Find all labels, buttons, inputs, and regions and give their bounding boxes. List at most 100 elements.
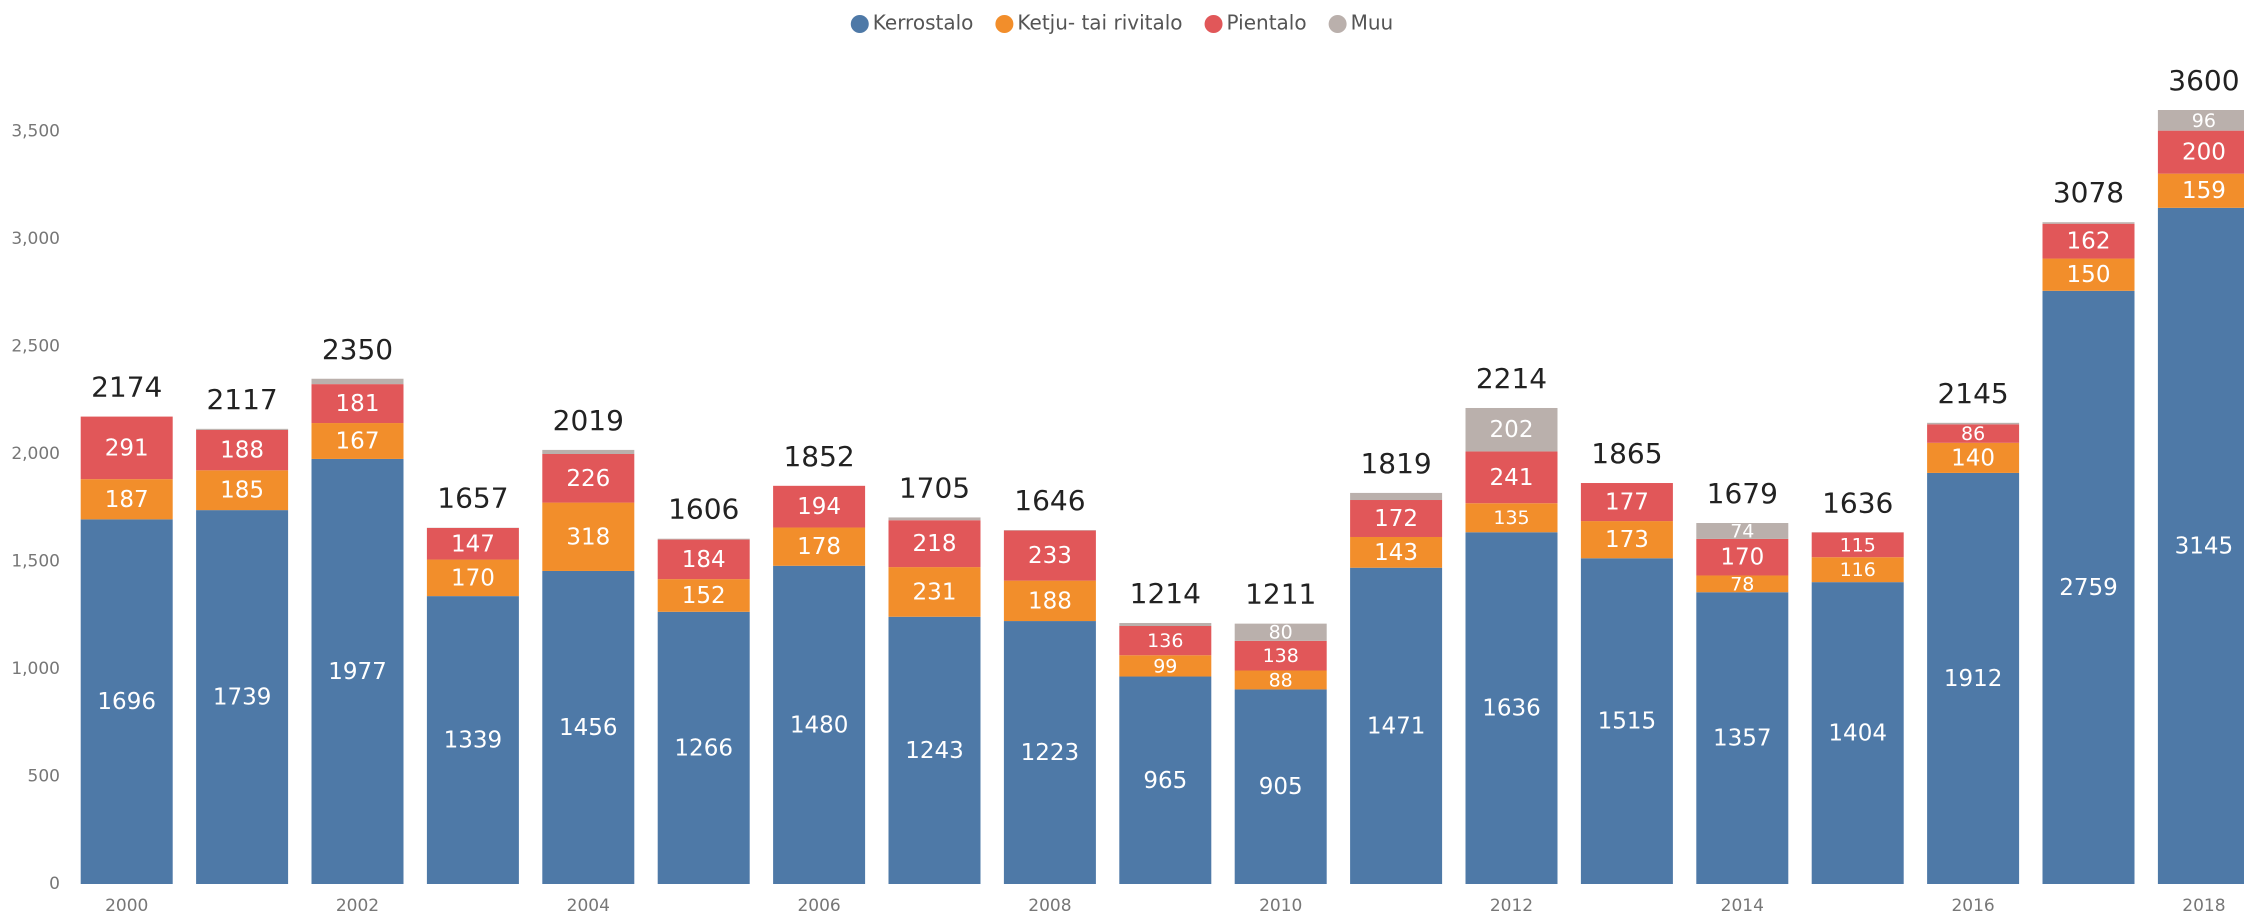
bar-segment [2042, 290, 2135, 884]
legend-marker [995, 15, 1014, 33]
bar-segment [1350, 500, 1443, 537]
total-label: 1705 [899, 471, 970, 504]
segment-label: 3145 [2175, 533, 2234, 559]
segment-label: 231 [913, 579, 957, 605]
x-tick-label: 2010 [1259, 896, 1302, 916]
segment-label: 187 [105, 487, 149, 513]
bar-segment [311, 384, 404, 424]
segment-label: 135 [1493, 507, 1529, 529]
total-label: 2350 [322, 333, 393, 366]
segment-label: 1266 [674, 735, 733, 761]
y-tick-label: 3,000 [11, 229, 60, 249]
segment-label: 147 [451, 531, 495, 557]
bar-segment [1580, 558, 1673, 884]
segment-label: 905 [1259, 774, 1303, 800]
y-tick-label: 3,500 [11, 122, 60, 142]
segment-label: 99 [1153, 655, 1177, 677]
bar-segment [1927, 472, 2020, 884]
total-label: 2214 [1476, 362, 1547, 395]
bar-segment [1003, 621, 1096, 884]
total-label: 1679 [1707, 477, 1778, 510]
segment-label: 200 [2182, 140, 2226, 166]
total-label: 1646 [1014, 484, 1085, 517]
segment-label: 1977 [328, 659, 387, 685]
segment-label: 188 [1028, 588, 1072, 614]
bar-segment [311, 458, 404, 884]
total-label: 3600 [2168, 64, 2239, 97]
bar-segment [888, 616, 981, 884]
legend-label: Ketju- tai rivitalo [1017, 11, 1182, 35]
bar-segment [773, 527, 866, 566]
segment-label: 167 [336, 428, 380, 454]
segment-label: 173 [1605, 527, 1649, 553]
x-tick-label: 2006 [797, 896, 840, 916]
segment-label: 226 [566, 466, 610, 492]
y-tick-label: 2,000 [11, 444, 60, 464]
bar-segment [542, 454, 635, 503]
segment-label: 241 [1490, 465, 1534, 491]
segment-label: 1339 [444, 728, 503, 754]
legend-label: Pientalo [1227, 11, 1307, 35]
bar-segment [1119, 655, 1212, 677]
segment-label: 1456 [559, 715, 618, 741]
segment-label: 2759 [2059, 575, 2118, 601]
segment-label: 202 [1490, 417, 1534, 443]
bar-segment [2157, 130, 2244, 174]
bar-segment [1119, 622, 1212, 626]
bar-segment [311, 378, 404, 385]
segment-label: 170 [451, 565, 495, 591]
segment-label: 136 [1147, 630, 1183, 652]
segment-label: 1223 [1021, 740, 1080, 766]
bar-segment [2042, 258, 2135, 291]
x-tick-label: 2018 [2182, 896, 2225, 916]
segment-label: 1480 [790, 712, 849, 738]
bar-segment [1811, 532, 1904, 558]
legend-marker [1328, 15, 1347, 33]
bar-segment [1119, 676, 1212, 884]
total-label: 1819 [1360, 447, 1431, 480]
bar-segment [1465, 451, 1558, 504]
bar-segment [888, 520, 981, 568]
segment-label: 170 [1720, 545, 1764, 571]
segment-label: 1636 [1482, 696, 1541, 722]
segment-label: 1515 [1598, 709, 1657, 735]
bar-segment [1465, 407, 1558, 452]
x-tick-label: 2016 [1951, 896, 1994, 916]
total-label: 2019 [553, 404, 624, 437]
bar-segment [196, 510, 289, 884]
total-label: 1657 [437, 482, 508, 515]
bar-segment [1350, 567, 1443, 884]
segment-label: 86 [1961, 423, 1985, 445]
segment-label: 172 [1374, 506, 1418, 532]
x-tick-label: 2012 [1490, 896, 1533, 916]
bar-segment [196, 470, 289, 511]
total-label: 1865 [1591, 437, 1662, 470]
segment-label: 116 [1840, 559, 1876, 581]
bar-segment [1811, 557, 1904, 583]
x-tick-label: 2000 [105, 896, 148, 916]
segment-label: 291 [105, 435, 149, 461]
bar-segment [657, 611, 750, 884]
bar-segment [426, 527, 519, 560]
total-label: 1606 [668, 493, 739, 526]
segment-label: 138 [1263, 645, 1299, 667]
segment-label: 1912 [1944, 666, 2003, 692]
segment-label: 1404 [1828, 721, 1887, 747]
segment-label: 1357 [1713, 726, 1772, 752]
bar-segment [1811, 582, 1904, 884]
segment-label: 184 [682, 547, 726, 573]
segment-label: 1739 [213, 685, 272, 711]
x-tick-label: 2002 [336, 896, 379, 916]
bar-segment [1003, 530, 1096, 581]
segment-label: 162 [2067, 229, 2111, 255]
legend-label: Kerrostalo [873, 11, 974, 35]
total-label: 1211 [1245, 578, 1316, 611]
segment-label: 1471 [1367, 713, 1426, 739]
bar-segment [657, 539, 750, 580]
x-tick-label: 2008 [1028, 896, 1071, 916]
segment-label: 159 [2182, 178, 2226, 204]
y-tick-label: 0 [49, 874, 60, 894]
bar-segment [1234, 623, 1327, 641]
bar-segment [542, 449, 635, 454]
segment-label: 1243 [905, 738, 964, 764]
